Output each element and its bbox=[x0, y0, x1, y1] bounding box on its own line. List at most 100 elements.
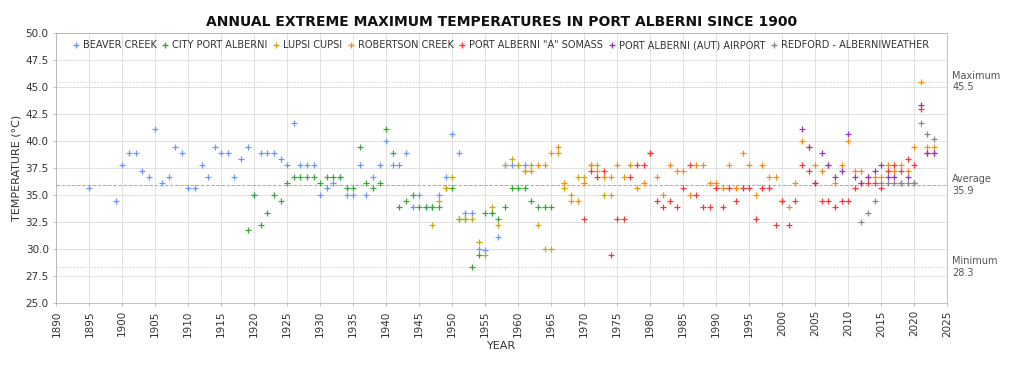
Point bbox=[840, 138, 856, 144]
Point bbox=[648, 199, 665, 204]
Point bbox=[814, 150, 830, 156]
Point bbox=[431, 199, 447, 204]
Point bbox=[636, 162, 652, 168]
Point bbox=[814, 199, 830, 204]
Point bbox=[253, 150, 269, 156]
Point bbox=[378, 126, 394, 132]
Point bbox=[358, 192, 375, 198]
Point bbox=[583, 162, 599, 168]
Point bbox=[372, 162, 388, 168]
Point bbox=[114, 162, 130, 168]
Point bbox=[537, 246, 553, 252]
Point bbox=[339, 192, 355, 198]
Point bbox=[826, 180, 843, 186]
Point bbox=[510, 162, 526, 168]
Point bbox=[899, 173, 915, 179]
Point bbox=[873, 185, 890, 191]
Legend: BEAVER CREEK, CITY PORT ALBERNI, LUPSI CUPSI, ROBERTSON CREEK, PORT ALBERNI "A" : BEAVER CREEK, CITY PORT ALBERNI, LUPSI C… bbox=[70, 38, 931, 52]
Point bbox=[299, 162, 315, 168]
Point bbox=[873, 173, 890, 179]
Point bbox=[246, 192, 262, 198]
Point bbox=[840, 131, 856, 137]
Point bbox=[490, 215, 507, 221]
Point bbox=[537, 162, 553, 168]
Text: Maximum
45.5: Maximum 45.5 bbox=[952, 71, 1000, 93]
Point bbox=[464, 215, 480, 221]
Point bbox=[510, 185, 526, 191]
Point bbox=[669, 204, 685, 210]
Point bbox=[411, 204, 427, 210]
Point bbox=[556, 185, 572, 191]
Point bbox=[794, 138, 810, 144]
Point bbox=[655, 192, 672, 198]
Point bbox=[715, 204, 731, 210]
Point bbox=[240, 227, 256, 233]
Point bbox=[669, 168, 685, 174]
Point bbox=[398, 199, 415, 204]
Point bbox=[721, 162, 737, 168]
Point bbox=[893, 162, 909, 168]
Point bbox=[490, 222, 507, 228]
Point bbox=[497, 204, 513, 210]
Point bbox=[866, 173, 883, 179]
Point bbox=[826, 173, 843, 179]
Point bbox=[767, 222, 783, 228]
Point bbox=[847, 168, 863, 174]
Point bbox=[556, 180, 572, 186]
Point bbox=[220, 150, 237, 156]
Point bbox=[451, 215, 467, 221]
Point bbox=[866, 199, 883, 204]
Point bbox=[226, 173, 243, 179]
Text: Average
35.9: Average 35.9 bbox=[952, 174, 992, 196]
Text: Minimum
28.3: Minimum 28.3 bbox=[952, 256, 997, 278]
Point bbox=[609, 215, 626, 221]
Point bbox=[695, 162, 712, 168]
Point bbox=[286, 173, 302, 179]
Point bbox=[464, 210, 480, 216]
Point bbox=[774, 199, 791, 204]
Point bbox=[246, 192, 262, 198]
Point bbox=[682, 162, 698, 168]
Point bbox=[834, 168, 850, 174]
X-axis label: YEAR: YEAR bbox=[487, 341, 516, 351]
Point bbox=[807, 180, 823, 186]
Point bbox=[866, 180, 883, 186]
Point bbox=[477, 252, 494, 258]
Point bbox=[424, 222, 440, 228]
Point bbox=[266, 150, 283, 156]
Point bbox=[543, 246, 559, 252]
Point bbox=[893, 180, 909, 186]
Point bbox=[860, 173, 877, 179]
Point bbox=[577, 173, 593, 179]
Point bbox=[583, 168, 599, 174]
Point bbox=[589, 173, 605, 179]
Point bbox=[615, 173, 632, 179]
Point bbox=[662, 162, 678, 168]
Point bbox=[906, 145, 923, 151]
Point bbox=[292, 173, 308, 179]
Point bbox=[550, 145, 566, 151]
Point bbox=[444, 131, 461, 137]
Point bbox=[140, 173, 157, 179]
Point bbox=[920, 150, 936, 156]
Point bbox=[741, 185, 758, 191]
Point bbox=[173, 150, 189, 156]
Point bbox=[529, 222, 546, 228]
Point bbox=[655, 204, 672, 210]
Point bbox=[483, 210, 500, 216]
Point bbox=[470, 239, 486, 245]
Point bbox=[926, 150, 942, 156]
Point bbox=[748, 215, 764, 221]
Point bbox=[312, 192, 329, 198]
Point bbox=[569, 199, 586, 204]
Point bbox=[688, 162, 705, 168]
Point bbox=[259, 150, 275, 156]
Point bbox=[200, 173, 216, 179]
Point bbox=[365, 173, 381, 179]
Point bbox=[820, 199, 837, 204]
Point bbox=[437, 173, 454, 179]
Point bbox=[477, 247, 494, 253]
Point bbox=[623, 162, 639, 168]
Y-axis label: TEMPERATURE (°C): TEMPERATURE (°C) bbox=[11, 115, 22, 221]
Point bbox=[332, 173, 348, 179]
